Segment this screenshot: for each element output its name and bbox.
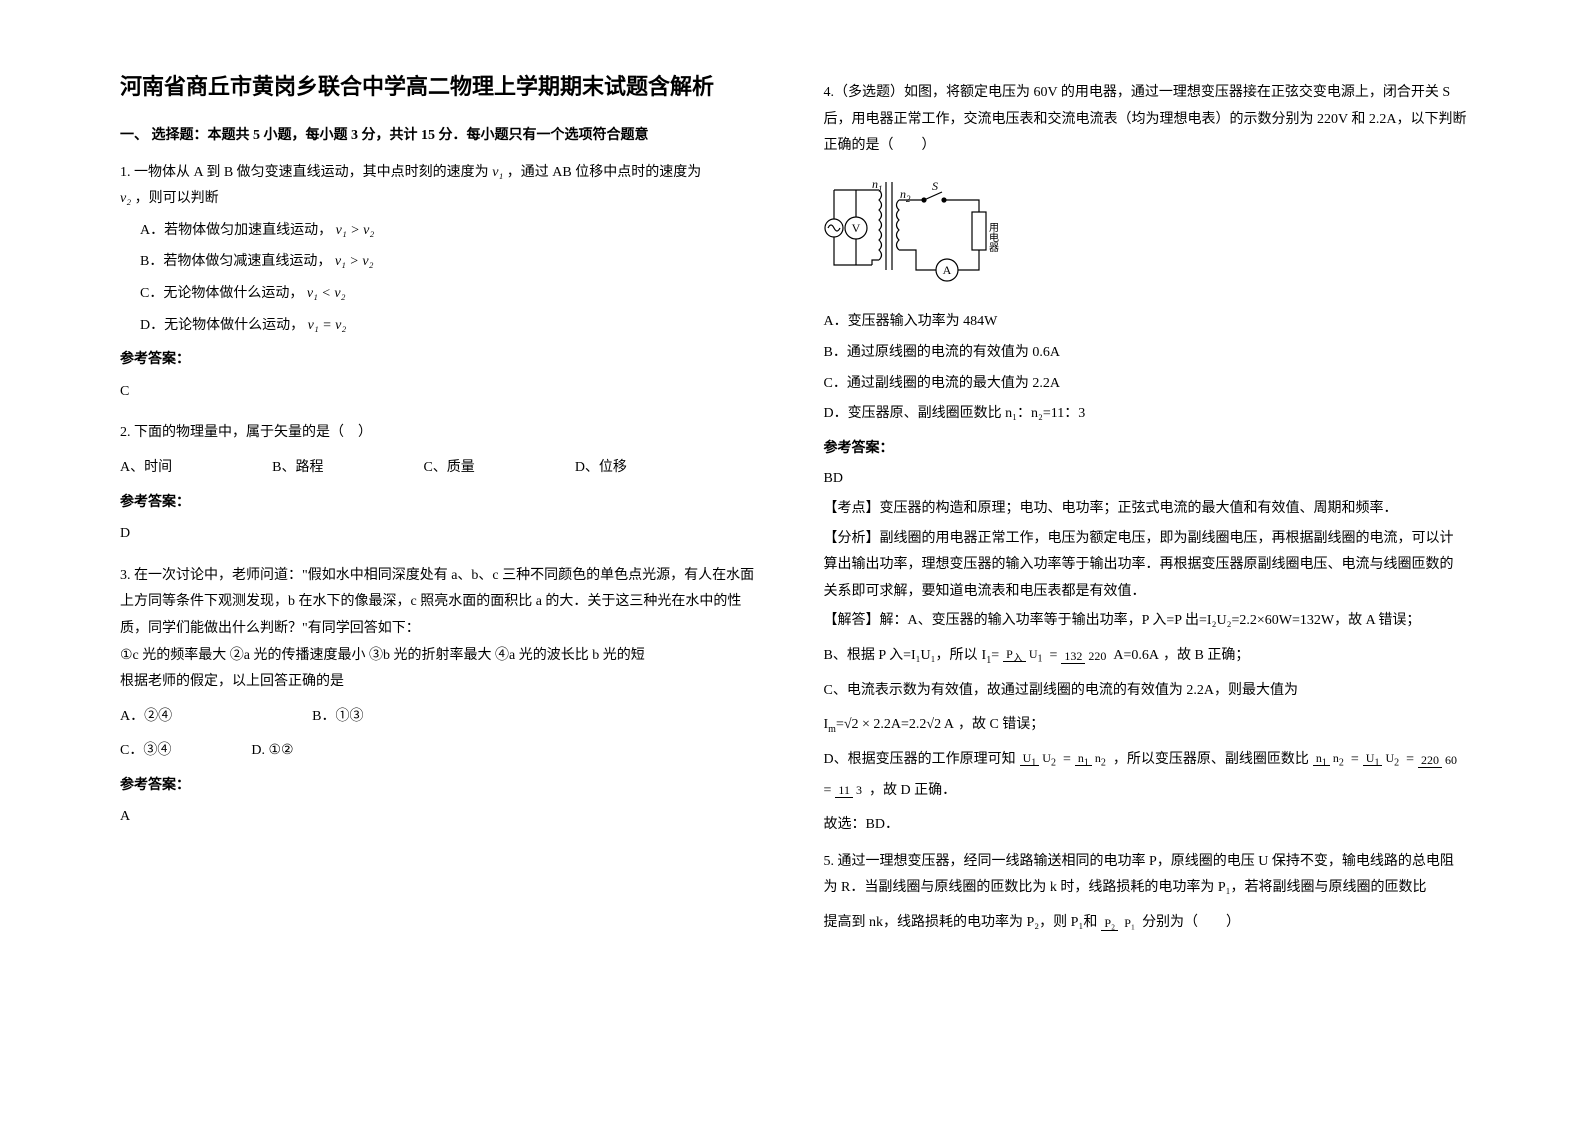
q4-exp6: D、根据变压器的工作原理可知 U1U2 = n1n2 ，所以变压器原、副线圈匝数… xyxy=(824,747,1468,804)
q3-options-row2: C．③④ D. ①② xyxy=(120,738,764,765)
q1-answer: C xyxy=(120,379,764,406)
q4-answer: BD xyxy=(824,466,1468,493)
q4-exp2: 【分析】副线圈的用电器正常工作，电压为额定电压，即为副线圈电压，再根据副线圈的电… xyxy=(824,526,1468,606)
q4-stem: 4.（多选题）如图，将额定电压为 60V 的用电器，通过一理想变压器接在正弦交变… xyxy=(824,80,1468,160)
q3-option-b: B．①③ xyxy=(312,704,363,731)
q4-option-b: B．通过原线圈的电流的有效值为 0.6A xyxy=(824,340,1468,367)
question-5: 5. 通过一理想变压器，经同一线路输送相同的电功率 P，原线圈的电压 U 保持不… xyxy=(824,849,1468,937)
q1-answer-label: 参考答案： xyxy=(120,347,764,374)
question-1: 1. 一物体从 A 到 B 做匀变速直线运动，其中点时刻的速度为 v₁ ，通过 … xyxy=(120,160,764,406)
q1-v1: v₁ xyxy=(492,165,503,180)
q4-option-a: A．变压器输入功率为 484W xyxy=(824,309,1468,336)
q1-option-b: B．若物体做匀减速直线运动， v₁ > v₂ xyxy=(140,249,764,276)
document-title: 河南省商丘市黄岗乡联合中学高二物理上学期期末试题含解析 xyxy=(120,70,764,103)
q4-exp5-formula: Im=√2 × 2.2A=2.2√2 A ，故 C 错误； xyxy=(824,712,1468,739)
question-4: 4.（多选题）如图，将额定电压为 60V 的用电器，通过一理想变压器接在正弦交变… xyxy=(824,80,1468,839)
section-1-header: 一、 选择题：本题共 5 小题，每小题 3 分，共计 15 分．每小题只有一个选… xyxy=(120,123,764,150)
q4-option-c: C．通过副线圈的电流的最大值为 2.2A xyxy=(824,371,1468,398)
q4-answer-label: 参考答案： xyxy=(824,436,1468,463)
q1-stem: 1. 一物体从 A 到 B 做匀变速直线运动，其中点时刻的速度为 v₁ ，通过 … xyxy=(120,160,764,187)
q4-exp7: 故选：BD． xyxy=(824,812,1468,839)
q5-stem2: 提高到 nk，线路损耗的电功率为 P₂，则 P₁和 P₂ P₁ 分别为（ ） xyxy=(824,910,1468,937)
q1-v2: v₂ xyxy=(120,191,131,206)
q3-answer-label: 参考答案： xyxy=(120,773,764,800)
q2-options: A、时间 B、路程 C、质量 D、位移 xyxy=(120,455,764,482)
left-column: 河南省商丘市黄岗乡联合中学高二物理上学期期末试题含解析 一、 选择题：本题共 5… xyxy=(90,70,794,1052)
q2-option-b: B、路程 xyxy=(272,455,323,482)
q3-option-c: C．③④ xyxy=(120,738,171,765)
right-column: 4.（多选题）如图，将额定电压为 60V 的用电器，通过一理想变压器接在正弦交变… xyxy=(794,70,1498,1052)
question-3: 3. 在一次讨论中，老师问道："假如水中相同深度处有 a、b、c 三种不同颜色的… xyxy=(120,563,764,831)
svg-text:S: S xyxy=(932,179,938,193)
q2-option-c: C、质量 xyxy=(423,455,474,482)
q1-option-a: A．若物体做匀加速直线运动， v₁ > v₂ xyxy=(140,218,764,245)
svg-text:A: A xyxy=(942,263,951,277)
svg-text:n1: n1 xyxy=(872,177,883,194)
q1-option-d: D．无论物体做什么运动， v₁ = v₂ xyxy=(140,313,764,340)
q3-stem2: ①c 光的频率最大 ②a 光的传播速度最小 ③b 光的折射率最大 ④a 光的波长… xyxy=(120,643,764,670)
q4-option-d: D．变压器原、副线圈匝数比 n₁：n₂=11：3 xyxy=(824,401,1468,428)
q2-stem: 2. 下面的物理量中，属于矢量的是（ ） xyxy=(120,420,764,447)
q4-exp4: B、根据 P 入=I₁U₁，所以 I1= P入U1 = 132220 A=0.6… xyxy=(824,643,1468,670)
q3-stem1: 3. 在一次讨论中，老师问道："假如水中相同深度处有 a、b、c 三种不同颜色的… xyxy=(120,563,764,643)
q4-exp1: 【考点】变压器的构造和原理；电功、电功率；正弦式电流的最大值和有效值、周期和频率… xyxy=(824,496,1468,523)
q3-stem3: 根据老师的假定，以上回答正确的是 xyxy=(120,669,764,696)
question-2: 2. 下面的物理量中，属于矢量的是（ ） A、时间 B、路程 C、质量 D、位移… xyxy=(120,420,764,547)
q4-exp5: C、电流表示数为有效值，故通过副线圈的电流的有效值为 2.2A，则最大值为 xyxy=(824,678,1468,705)
svg-text:用电器: 用电器 xyxy=(986,222,998,253)
q2-option-a: A、时间 xyxy=(120,455,172,482)
svg-text:V: V xyxy=(851,221,860,235)
q2-answer-label: 参考答案： xyxy=(120,490,764,517)
q3-options-row1: A．②④ B．①③ xyxy=(120,704,764,731)
q3-option-a: A．②④ xyxy=(120,704,172,731)
q5-stem1: 5. 通过一理想变压器，经同一线路输送相同的电功率 P，原线圈的电压 U 保持不… xyxy=(824,849,1468,902)
q3-answer: A xyxy=(120,804,764,831)
q4-exp3: 【解答】解：A、变压器的输入功率等于输出功率，P 入=P 出=I₂U₂=2.2×… xyxy=(824,608,1468,635)
q2-option-d: D、位移 xyxy=(575,455,627,482)
q4-circuit-diagram: V n1 n2 S xyxy=(824,170,1014,285)
q1-option-c: C．无论物体做什么运动， v₁ < v₂ xyxy=(140,281,764,308)
svg-text:n2: n2 xyxy=(900,187,911,204)
q3-option-d: D. ①② xyxy=(251,738,293,765)
q2-answer: D xyxy=(120,521,764,548)
